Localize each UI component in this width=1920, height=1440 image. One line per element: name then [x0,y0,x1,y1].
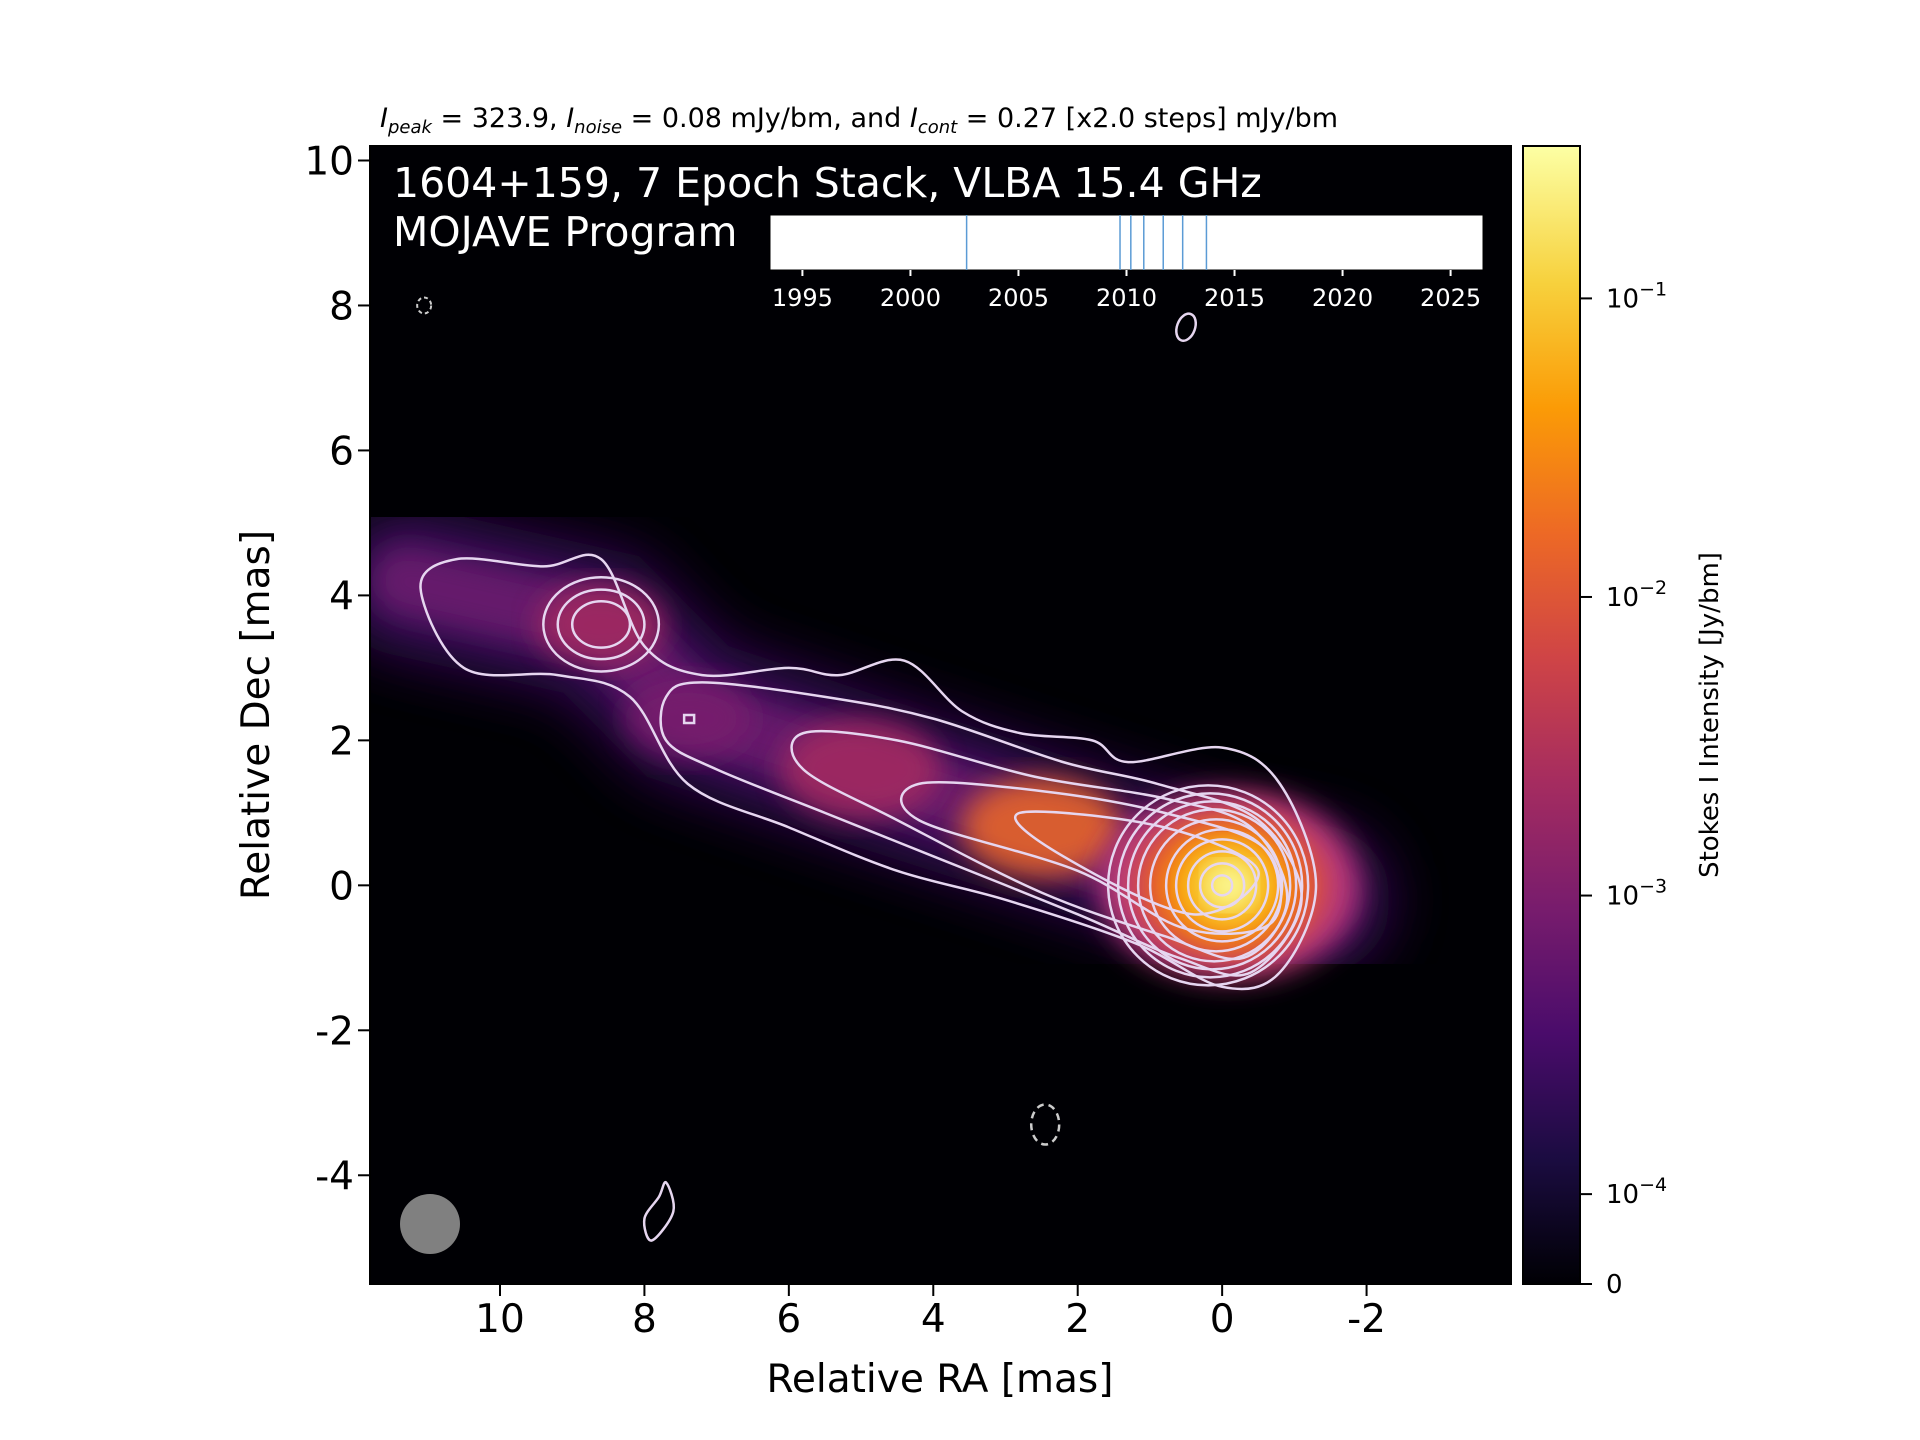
y-tick-label: 6 [329,429,354,474]
x-tick-label: 6 [776,1297,801,1342]
colorbar-tick-label: 10−2 [1606,577,1667,613]
plot-frame [369,145,1512,1285]
core-contour [1186,850,1258,921]
core-contour [1210,874,1234,897]
x-tick-label: 8 [632,1297,657,1342]
colorbar-tick-label: 10−3 [1606,876,1667,912]
epoch-timeline: 1995 2000 2005 2010 2015 2020 2025 [769,214,1484,312]
x-axis-label: Relative RA [mas] [767,1357,1114,1402]
knot-contour-small [682,713,696,725]
timeline-tick-label: 2025 [1420,284,1481,312]
colorbar-gradient [1522,145,1581,1285]
y-axis-label: Relative Dec [mas] [234,530,279,900]
jet-contour [1013,810,1260,916]
header-line: Ipeak = 323.9, Inoise = 0.08 mJy/bm, and… [380,103,1338,138]
timeline-tick-label: 2000 [880,284,941,312]
knot-contour [542,576,661,673]
y-tick-label: 0 [329,864,354,909]
negative-contour [416,296,433,315]
header-sub-2: noise [574,117,622,138]
colorbar-tick-label: 10−4 [1606,1174,1667,1210]
timeline-tick-label: 2020 [1312,284,1373,312]
x-tick-label: -2 [1347,1297,1386,1342]
jet-contour [659,681,1303,977]
plot-background [370,146,1511,1284]
x-tick-label: 2 [1065,1297,1090,1342]
x-tick-label: 0 [1210,1297,1235,1342]
overlay-title: 1604+159, 7 Epoch Stack, VLBA 15.4 GHz [393,159,1262,207]
timeline-tick-label: 2010 [1096,284,1157,312]
header-text-3: = 0.27 [x2.0 steps] mJy/bm [957,103,1338,134]
x-tick-label: 4 [921,1297,946,1342]
timeline-tick-label: 1995 [772,284,833,312]
isolated-contour [1175,312,1198,342]
x-tick-label: 10 [475,1297,525,1342]
axes: 10 8 6 4 2 0 -2 10 8 6 4 2 0 -2 -4 [304,139,1386,1342]
y-tick-label: 8 [329,284,354,329]
header-sym-1: I [380,103,388,134]
header-text-2: = 0.08 mJy/bm, and [622,103,910,134]
emission-knot [623,678,752,759]
header-text-1: = 323.9, [432,103,566,134]
colorbar-label: Stokes I Intensity [Jy/bm] [1695,552,1725,878]
y-tick-label: 10 [304,139,354,184]
header-sub-1: peak [387,117,434,138]
core-contour [1148,818,1284,953]
emission-jet [961,777,1122,878]
knot-contour [570,599,632,649]
timeline-tick-label: 2005 [988,284,1049,312]
y-tick-label: -2 [315,1009,354,1054]
emission-knot [537,584,666,665]
contour-layer [416,296,1318,1242]
core-contour [1164,828,1280,943]
colorbar: 10−1 10−2 10−3 10−4 0 [1522,145,1667,1300]
y-tick-label: 2 [329,719,354,764]
beam-ellipse [400,1194,460,1254]
colorbar-tick-label: 0 [1606,1270,1623,1300]
jet-contour [419,553,1318,991]
overlay-subtitle: MOJAVE Program [393,208,737,256]
jet-contour [899,781,1283,936]
header-sub-3: cont [918,117,958,138]
knot-contour [556,588,646,661]
image-plot [369,145,1512,1285]
core-contour [1198,862,1246,909]
y-tick-label: -4 [315,1154,354,1199]
isolated-contour [642,1180,676,1242]
core-contour [1174,838,1270,933]
header-sym-3: I [910,103,918,134]
y-tick-label: 4 [329,574,354,619]
jet-contour [790,729,1289,961]
header-sym-2: I [566,103,574,134]
timeline-box [769,214,1484,271]
negative-contour [1029,1103,1061,1146]
colorbar-tick-label: 10−1 [1606,278,1667,314]
timeline-tick-label: 2015 [1204,284,1265,312]
